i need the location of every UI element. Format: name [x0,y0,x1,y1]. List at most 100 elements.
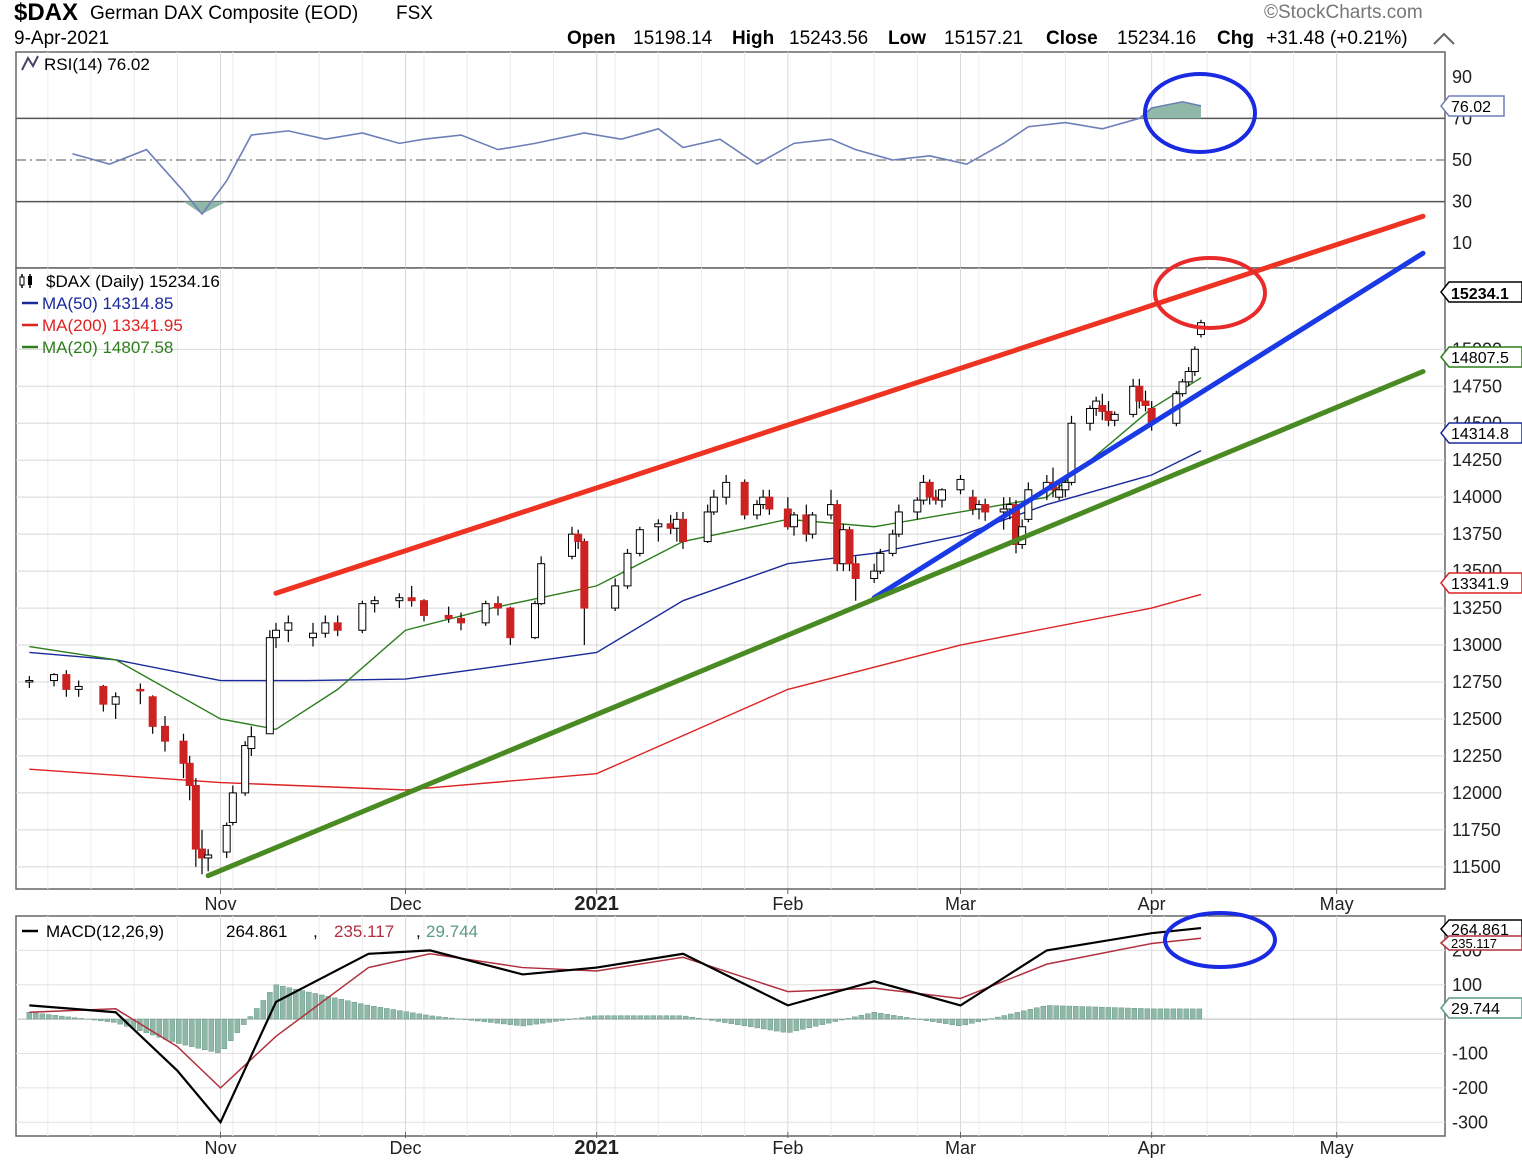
rsi-legend: RSI(14) 76.02 [21,55,150,74]
candle [845,526,854,572]
rsi-overbought-fill [1151,101,1183,119]
price-tags: 15234.1 14807.5 14314.8 13341.9 [1440,281,1522,594]
candle-body-down [62,674,71,690]
candle [574,529,583,549]
candle-body-up [1086,407,1094,424]
macd-histogram-bar [657,1015,663,1020]
macd-histogram-bar [501,1018,507,1025]
macd-month-label: 2021 [574,1137,619,1159]
macd-histogram-bar [221,1018,228,1050]
candle [851,556,860,601]
macd-histogram-bar [1105,1007,1112,1020]
candle-body-up [370,600,379,605]
chart-header: $DAX German DAX Composite (EOD) FSX ©Sto… [14,0,1455,49]
macd-histogram-bar [39,1013,46,1020]
support-long-trendline [205,369,1426,879]
macd-histogram-bar [117,1018,124,1025]
macd-histogram-bar [592,1015,598,1020]
macd-histogram-bar [397,1010,403,1020]
macd-histogram-bar [540,1018,546,1024]
candle-body-down [179,740,188,764]
candle-body-up [309,632,317,639]
macd-histogram-bar [163,1018,169,1040]
candle [1184,367,1193,387]
candle [309,622,317,647]
macd-histogram-bar [267,992,273,1020]
macd-histogram-bar [26,1012,33,1020]
macd-histogram-bar [995,1016,1001,1020]
price-axis-ticks: 1500014750145001425014000137501350013250… [1452,339,1502,876]
candles [25,319,1205,875]
candle [321,615,330,638]
candle-body-up [395,597,404,602]
candle [50,673,58,687]
macd-tick-label: -100 [1452,1044,1488,1064]
candle-body-down [1135,385,1144,402]
macd-histogram-bar [1144,1008,1151,1020]
macd-histogram-bar [520,1018,527,1027]
macd-histogram-bar [696,1018,702,1020]
macd-histogram-bar [1014,1012,1021,1020]
macd-histogram-bar [741,1018,748,1026]
candle-body-down [968,496,977,510]
macd-histogram-bar [637,1015,644,1020]
candle-body-up [611,585,620,609]
candle-body-down [333,622,342,631]
price-month-label: Nov [204,894,236,914]
macd-histogram-bar [1131,1007,1138,1020]
ma50-tag-shape [1440,422,1522,444]
macd-legend-name: MACD(12,26,9) [46,922,164,941]
macd-histogram-bar [215,1018,221,1054]
candle [198,829,206,875]
macd-histogram-bar [59,1015,65,1020]
macd-histogram-bar [904,1017,910,1020]
candle [537,556,546,606]
collapse-chevron-icon[interactable] [1433,32,1455,45]
macd-histogram-bar [156,1018,163,1038]
candle-body-up [870,570,879,579]
candle-body-down [420,600,428,616]
candle [395,593,404,609]
macd-histogram-bar [1040,1005,1047,1020]
candle-body-up [25,680,34,683]
candle-body-up [1184,371,1193,383]
macd-histogram-bar [1177,1008,1183,1020]
macd-histogram-bar [579,1017,585,1020]
macd-legend-sep2: , [416,922,421,941]
candle-body-down [136,688,145,692]
candle [481,600,490,626]
price-tick-label: 13000 [1452,635,1502,655]
macd-histogram-bar [325,996,332,1020]
price-x-axis: Nov Dec 2021 Feb Mar Apr May [204,888,1354,915]
macd-histogram-bar [839,1018,845,1021]
signal-tag-value: 235.117 [1451,936,1497,951]
macd-histogram-bar [897,1016,904,1020]
macd-histogram-bar [176,1018,182,1044]
macd-histogram-bar [1060,1005,1066,1020]
candle-body-up [531,603,539,639]
macd-histogram-bar [319,994,325,1020]
close-tag-shape [1440,281,1522,303]
rsi-plot [72,100,1202,216]
candle-body-up [222,824,231,853]
price-tick-label: 12500 [1452,709,1502,729]
macd-histogram-bar [975,1018,982,1022]
macd-histogram-bar [234,1018,241,1033]
macd-signal-line [29,937,1202,1089]
macd-tags: 264.861 235.117 29.744 [1439,919,1522,1019]
ma50-tag-value: 14314.8 [1451,426,1509,443]
macd-month-label: Mar [945,1138,976,1158]
macd-histogram-bar [65,1016,72,1020]
macd-histogram-bar [371,1006,377,1020]
macd-histogram-bar [1008,1013,1014,1020]
candle-body-down [765,496,774,510]
candle [956,475,965,495]
candle-body-down [740,481,749,516]
macd-tick-label: -200 [1452,1078,1488,1098]
rsi-overbought-fill [1182,101,1201,119]
macd-histogram-bar [189,1018,195,1047]
low-value: 15157.21 [944,28,1023,49]
candle [654,519,663,542]
candle [611,578,620,612]
hist-legend-value: 29.744 [426,922,478,941]
